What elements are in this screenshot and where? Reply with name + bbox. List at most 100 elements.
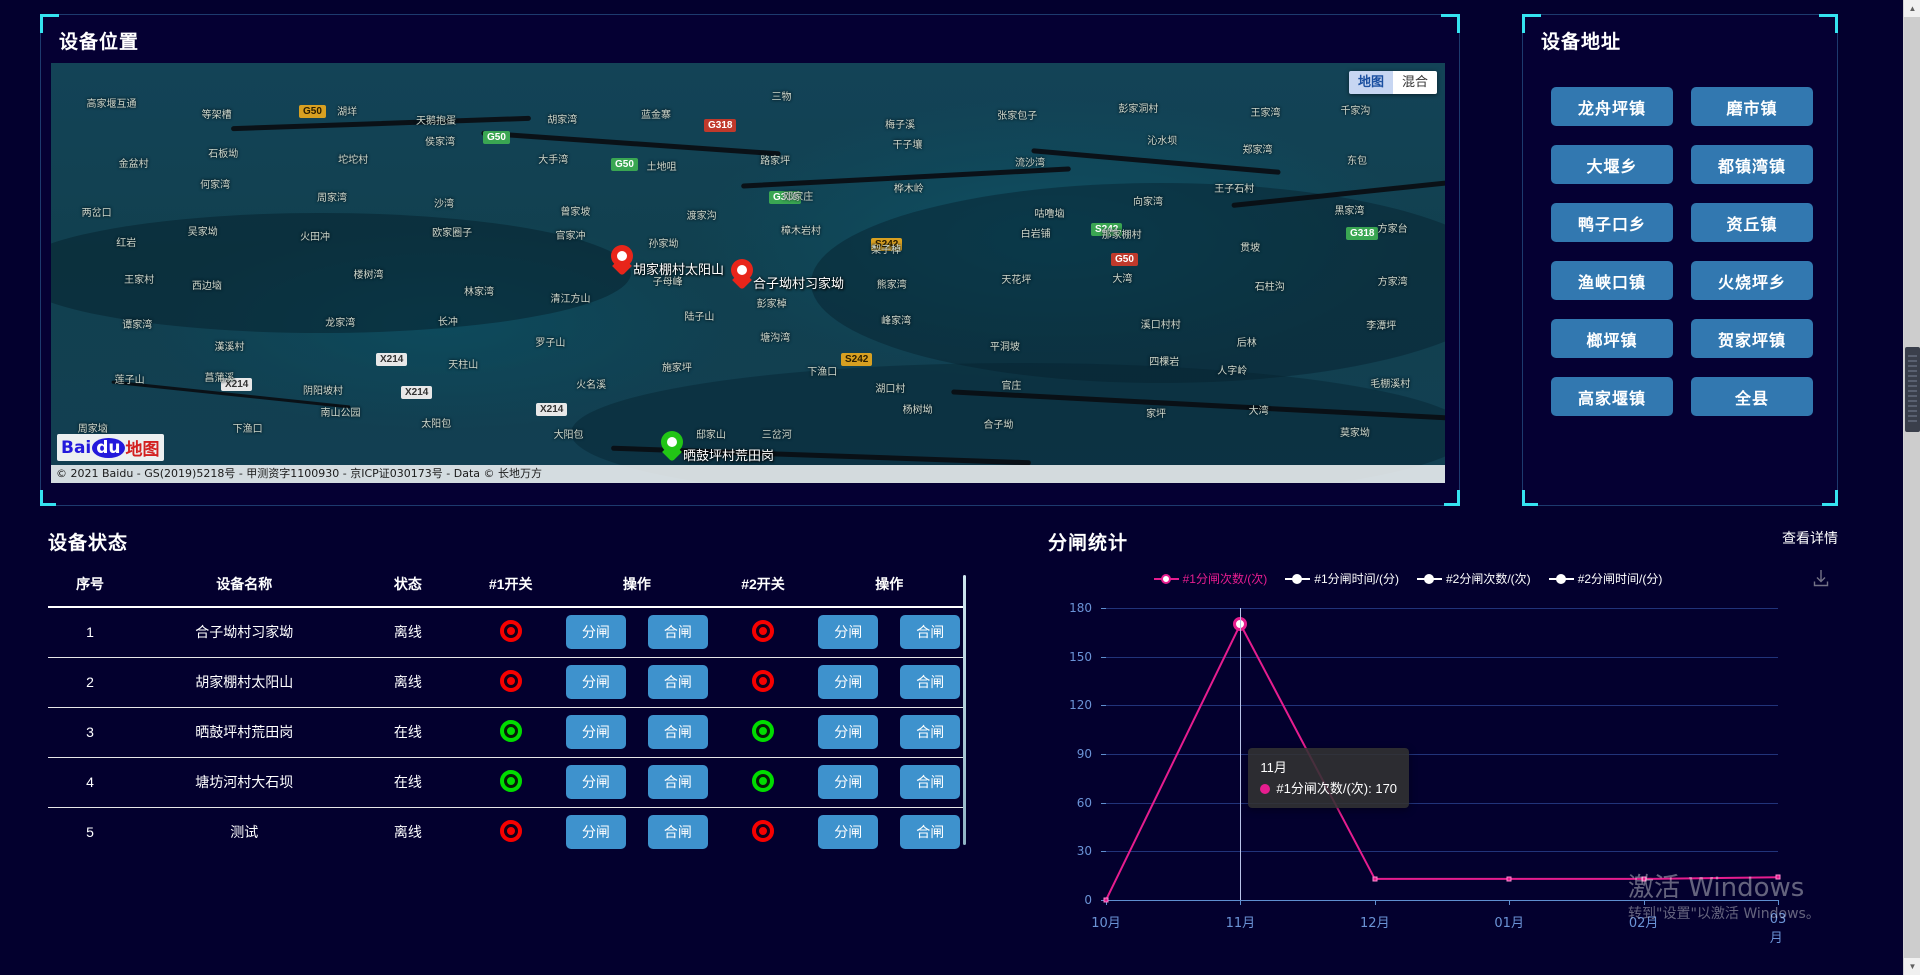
open-switch-button-2[interactable]: 分闸 xyxy=(818,815,879,850)
chart-data-point-5[interactable] xyxy=(1775,874,1781,880)
table-row: 5 测试 离线 分闸 合闸 分闸 合闸 xyxy=(48,807,964,857)
device-name: 晒鼓坪村荒田岗 xyxy=(132,707,357,758)
open-switch-button-1[interactable]: 分闸 xyxy=(565,665,626,699)
device-state: 在线 xyxy=(356,707,460,758)
close-switch-button-1[interactable]: 合闸 xyxy=(647,615,708,650)
legend-item-0[interactable]: #1分闸次数/(次) xyxy=(1153,570,1267,587)
device-state: 离线 xyxy=(393,824,422,841)
baidu-logo[interactable]: Bai du 地图 xyxy=(57,434,164,461)
map-place-label: 家坪 xyxy=(1146,408,1167,420)
chart-data-point-2[interactable] xyxy=(1372,876,1378,882)
legend-marker-icon xyxy=(1548,573,1574,584)
open-switch-button-2[interactable]: 分闸 xyxy=(818,765,879,799)
table-scrollbar[interactable] xyxy=(963,575,966,845)
map-place-label: 菖蒲溪 xyxy=(204,372,235,384)
map-type-hybrid[interactable]: 混合 xyxy=(1392,71,1437,94)
y-axis-tick-label: 120 xyxy=(1069,698,1092,713)
scroll-down-arrow[interactable]: ▼ xyxy=(1904,958,1920,975)
open-switch-button-1[interactable]: 分闸 xyxy=(565,715,626,749)
map-place-label: 湖垟 xyxy=(337,107,358,119)
map-marker-label: 合子坳村习家坳 xyxy=(753,276,845,291)
address-button-10[interactable]: 高家堰镇 xyxy=(1551,377,1673,416)
map-place-label: 湖口村 xyxy=(875,383,906,395)
chart-plot-area[interactable]: 0 30 60 90 120 150 180 10月 11月 12月 01月 02月 03月 11月 #1分… xyxy=(1048,600,1788,946)
highway-shield: X214 xyxy=(536,403,568,416)
address-button-8[interactable]: 榔坪镇 xyxy=(1551,319,1673,358)
highway-shield: G318 xyxy=(1346,227,1379,240)
download-icon[interactable] xyxy=(1810,567,1832,594)
address-button-11[interactable]: 全县 xyxy=(1691,377,1813,416)
address-button-2[interactable]: 大堰乡 xyxy=(1551,145,1673,184)
page-scrollbar[interactable]: ▲ ▼ xyxy=(1903,0,1920,975)
map-marker-pin[interactable]: 胡家棚村太阳山 xyxy=(611,245,724,277)
legend-label: #2分闸时间/(分) xyxy=(1577,572,1663,586)
open-switch-button-2[interactable]: 分闸 xyxy=(818,665,879,699)
close-switch-button-2[interactable]: 合闸 xyxy=(900,765,961,799)
table-header-5: #2开关 xyxy=(711,566,815,608)
legend-marker-icon xyxy=(1285,573,1311,584)
map-place-label: 孙家坳 xyxy=(648,238,679,250)
open-switch-button-1[interactable]: 分闸 xyxy=(565,615,626,650)
legend-item-2[interactable]: #2分闸次数/(次) xyxy=(1417,570,1531,587)
chart-gridline xyxy=(1106,705,1778,707)
legend-item-1[interactable]: #1分闸时间/(分) xyxy=(1285,570,1399,587)
map-type-toggle[interactable]: 地图 混合 xyxy=(1348,71,1437,94)
address-button-3[interactable]: 都镇湾镇 xyxy=(1691,145,1813,184)
legend-label: #2分闸次数/(次) xyxy=(1446,572,1531,586)
map-marker-pin[interactable]: 合子坳村习家坳 xyxy=(731,259,844,291)
close-switch-button-1[interactable]: 合闸 xyxy=(647,665,708,699)
address-button-0[interactable]: 龙舟坪镇 xyxy=(1551,87,1673,126)
address-button-6[interactable]: 渔峡口镇 xyxy=(1551,261,1673,300)
operation-cell: 分闸 合闸 xyxy=(814,757,964,808)
open-switch-button-2[interactable]: 分闸 xyxy=(818,615,879,650)
address-button-7[interactable]: 火烧坪乡 xyxy=(1691,261,1813,300)
address-button-1[interactable]: 磨市镇 xyxy=(1691,87,1813,126)
close-switch-button-2[interactable]: 合闸 xyxy=(900,665,961,699)
chart-data-point-0[interactable] xyxy=(1103,897,1109,903)
address-button-4[interactable]: 鸭子口乡 xyxy=(1551,203,1673,242)
switch-1-indicator xyxy=(499,719,522,742)
map-place-label: 熊家湾 xyxy=(876,279,907,291)
open-switch-button-1[interactable]: 分闸 xyxy=(565,765,626,799)
scrollbar-track[interactable] xyxy=(1904,17,1920,958)
baidu-logo-du: du xyxy=(92,437,125,458)
scroll-up-arrow[interactable]: ▲ xyxy=(1904,0,1920,17)
y-axis-tick xyxy=(1101,851,1106,853)
baidu-map[interactable]: G50 G318 G50 G50 G318 S242 G50 G318 G50 … xyxy=(51,63,1445,483)
close-switch-button-2[interactable]: 合闸 xyxy=(900,615,961,650)
close-switch-button-2[interactable]: 合闸 xyxy=(900,715,961,749)
address-button-9[interactable]: 贺家坪镇 xyxy=(1691,319,1813,358)
address-button-5[interactable]: 资丘镇 xyxy=(1691,203,1813,242)
x-axis-tick-label: 10月 xyxy=(1091,916,1121,931)
map-type-normal[interactable]: 地图 xyxy=(1348,71,1393,94)
map-place-label: 金盆村 xyxy=(118,158,149,170)
view-details-link[interactable]: 查看详情 xyxy=(1782,530,1838,546)
close-switch-button-1[interactable]: 合闸 xyxy=(647,815,708,850)
close-switch-button-1[interactable]: 合闸 xyxy=(647,715,708,749)
map-place-label: 塘沟湾 xyxy=(760,332,791,344)
close-switch-button-2[interactable]: 合闸 xyxy=(900,815,961,850)
map-place-label: 周家湾 xyxy=(317,193,348,205)
map-marker-pin[interactable]: 晒鼓坪村荒田岗 xyxy=(661,431,774,463)
x-axis-tick xyxy=(1778,900,1779,905)
map-place-label: 渡家沟 xyxy=(686,210,717,222)
chart-data-point-3[interactable] xyxy=(1506,876,1512,882)
map-place-label: 陆子山 xyxy=(684,311,715,323)
y-axis-tick xyxy=(1101,608,1106,609)
map-place-label: 石板坳 xyxy=(208,149,239,161)
open-switch-button-2[interactable]: 分闸 xyxy=(818,715,879,749)
x-axis-tick xyxy=(1240,900,1242,905)
chart-data-point-4[interactable] xyxy=(1641,876,1647,882)
map-place-label: 黑家湾 xyxy=(1334,205,1365,217)
table-body: 1 合子坳村习家坳 离线 分闸 合闸 分闸 合闸 2 胡家棚村太阳山 离线 分闸 合闸 分闸 合闸 3 晒鼓坪… xyxy=(48,607,964,857)
row-index: 3 xyxy=(48,707,133,758)
table-row: 2 胡家棚村太阳山 离线 分闸 合闸 分闸 合闸 xyxy=(48,657,964,708)
table-header-6: 操作 xyxy=(814,566,964,608)
open-switch-button-1[interactable]: 分闸 xyxy=(565,815,626,850)
scrollbar-thumb[interactable] xyxy=(1905,347,1920,432)
close-switch-button-1[interactable]: 合闸 xyxy=(647,765,708,799)
legend-item-3[interactable]: #2分闸时间/(分) xyxy=(1548,570,1663,587)
chart-legend[interactable]: #1分闸次数/(次) #1分闸时间/(分) #2分闸次数/(次) #2分闸时间/(分) xyxy=(1048,570,1768,587)
map-place-label: 三物 xyxy=(771,91,792,103)
